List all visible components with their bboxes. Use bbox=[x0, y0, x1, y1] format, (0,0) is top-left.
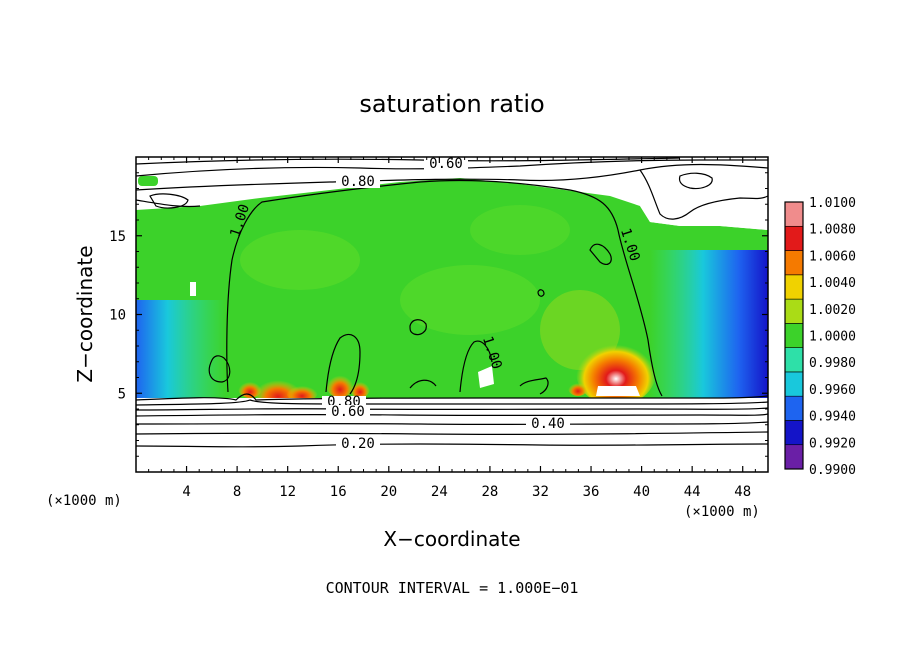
colorbar-frame bbox=[784, 201, 804, 470]
colorbar-label: 0.9900 bbox=[809, 463, 856, 478]
field-top-spot bbox=[138, 176, 158, 186]
x-tick-label: 24 bbox=[431, 484, 448, 500]
saturation-field: 0.60 0.80 1.00 1.00 1.00 0.80 0.60 0.40 … bbox=[136, 156, 768, 472]
y-tick-label: 10 bbox=[109, 308, 126, 324]
contour-label: 0.60 bbox=[429, 156, 463, 172]
field-light-patch bbox=[240, 230, 360, 290]
colorbar-swatch bbox=[784, 395, 804, 421]
y-axis-label: Z−coordinate bbox=[73, 245, 97, 382]
field-light-patch bbox=[400, 265, 540, 335]
x-tick-label: 20 bbox=[380, 484, 397, 500]
colorbar: 0.9900 0.9920 0.9940 0.9960 0.9980 1.0000 1.00… bbox=[784, 196, 856, 478]
colorbar-label: 1.0060 bbox=[809, 249, 856, 264]
colorbar-swatch bbox=[784, 347, 804, 373]
field-right-edge bbox=[650, 250, 768, 398]
chart-title: saturation ratio bbox=[359, 90, 544, 118]
colorbar-swatch bbox=[784, 444, 804, 470]
field-hot-patch bbox=[238, 378, 262, 398]
x-tick-label: 36 bbox=[583, 484, 600, 500]
x-tick-label: 28 bbox=[481, 484, 498, 500]
colorbar-swatch bbox=[784, 225, 804, 251]
colorbar-label: 0.9940 bbox=[809, 410, 856, 425]
colorbar-label: 1.0100 bbox=[809, 196, 856, 211]
x-tick-label: 44 bbox=[684, 484, 701, 500]
contour-interval-note: CONTOUR INTERVAL = 1.000E−01 bbox=[326, 579, 579, 597]
colorbar-swatch bbox=[784, 420, 804, 446]
x-tick-label: 4 bbox=[182, 484, 190, 500]
field-light-patch bbox=[470, 205, 570, 255]
colorbar-swatch bbox=[784, 298, 804, 324]
colorbar-swatch bbox=[784, 201, 804, 227]
x-axis: 4 8 12 16 20 24 28 32 36 40 44 48 bbox=[148, 157, 756, 500]
colorbar-label: 0.9980 bbox=[809, 356, 856, 371]
field-top-subsaturated bbox=[640, 157, 768, 230]
field-left-edge bbox=[136, 300, 226, 398]
colorbar-label: 1.0040 bbox=[809, 276, 856, 291]
field-white-spot bbox=[478, 366, 494, 388]
colorbar-label: 1.0080 bbox=[809, 223, 856, 238]
y-axis: 5 10 15 bbox=[109, 172, 768, 457]
colorbar-label: 0.9960 bbox=[809, 383, 856, 398]
y-tick-label: 5 bbox=[118, 386, 126, 402]
colorbar-swatch bbox=[784, 274, 804, 300]
colorbar-label: 0.9920 bbox=[809, 436, 856, 451]
y-tick-label: 15 bbox=[109, 229, 126, 245]
x-tick-label: 8 bbox=[233, 484, 241, 500]
x-tick-label: 16 bbox=[330, 484, 347, 500]
contour-label: 0.20 bbox=[341, 436, 375, 452]
colorbar-swatch bbox=[784, 250, 804, 276]
field-white-spot bbox=[190, 282, 196, 296]
colorbar-label: 1.0000 bbox=[809, 330, 856, 345]
x-tick-label: 40 bbox=[633, 484, 650, 500]
contour-label: 0.60 bbox=[331, 404, 365, 420]
field-below-cloud bbox=[136, 398, 768, 472]
colorbar-swatch bbox=[784, 323, 804, 348]
colorbar-swatch bbox=[784, 371, 804, 397]
contour-label: 0.40 bbox=[531, 416, 565, 432]
colorbar-label: 1.0020 bbox=[809, 303, 856, 318]
field-hot-patch bbox=[568, 380, 588, 396]
x-unit-label: (×1000 m) bbox=[684, 504, 760, 520]
x-tick-label: 12 bbox=[279, 484, 296, 500]
x-tick-label: 32 bbox=[532, 484, 549, 500]
y-unit-label: (×1000 m) bbox=[46, 493, 122, 509]
contour-label: 0.80 bbox=[341, 174, 375, 190]
field-hot-patch bbox=[350, 378, 370, 398]
field-hot-patch bbox=[326, 370, 354, 398]
x-tick-label: 48 bbox=[734, 484, 751, 500]
field-hot-patch bbox=[286, 382, 318, 402]
field-white-spot bbox=[596, 386, 640, 396]
x-axis-label: X−coordinate bbox=[383, 527, 520, 551]
